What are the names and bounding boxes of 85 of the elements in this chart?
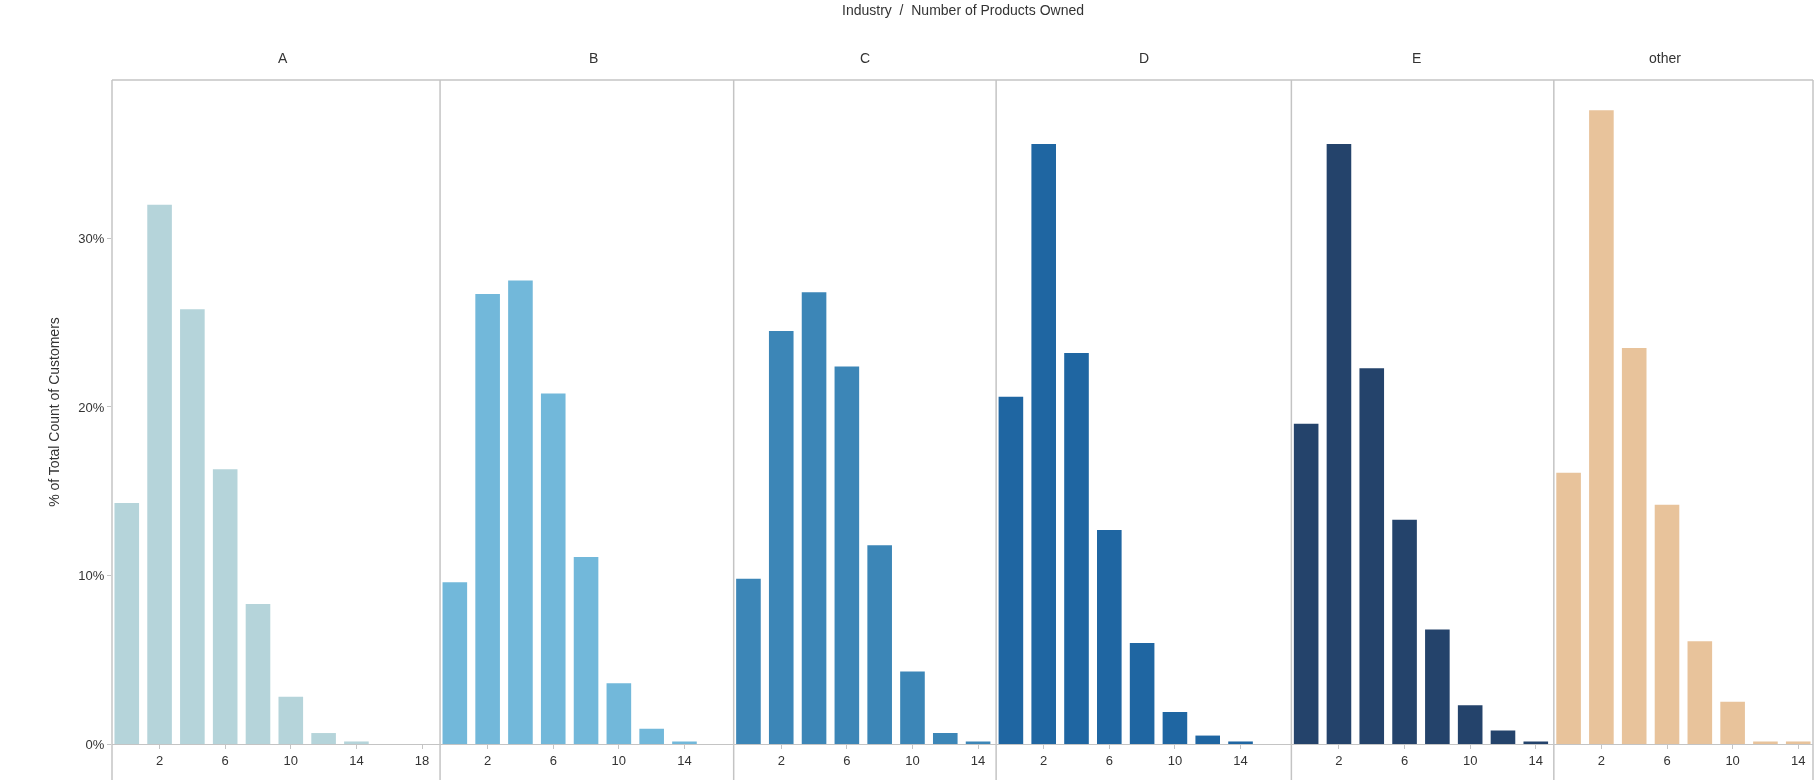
bar (1556, 472, 1581, 744)
bar (1064, 353, 1089, 744)
x-tick-label: 2 (1335, 752, 1343, 768)
x-tick-label: 10 (611, 752, 627, 768)
bar (801, 292, 827, 744)
x-tick-label: 2 (777, 752, 785, 768)
x-tick-label: 6 (1400, 752, 1409, 768)
bar (1523, 741, 1549, 744)
bar (1687, 641, 1713, 744)
y-tick-label: 10% (78, 568, 105, 584)
bar (147, 204, 172, 744)
chart-title: B (589, 50, 599, 66)
x-tick-label: 10 (1725, 752, 1740, 768)
bar (1457, 705, 1483, 744)
bar (1785, 741, 1811, 744)
chart-title: E (1412, 50, 1422, 66)
x-tick-label: 6 (843, 752, 851, 768)
x-tick-label: 14 (970, 752, 986, 768)
bar (768, 331, 794, 744)
bar (1490, 730, 1516, 744)
bar (212, 469, 238, 744)
bar (508, 280, 533, 744)
bar (1162, 711, 1188, 744)
y-tick-label: 20% (78, 399, 105, 415)
bar (1031, 144, 1056, 744)
y-tick-label: 0% (85, 736, 105, 752)
x-tick-label: 14 (677, 752, 692, 768)
bar (900, 671, 925, 744)
bar (998, 396, 1024, 744)
bar (1326, 144, 1352, 744)
x-tick-label: 6 (221, 752, 229, 768)
x-tick-label: 14 (349, 752, 364, 768)
x-tick-label: 2 (155, 752, 164, 768)
bar (1621, 347, 1647, 744)
bar (114, 503, 140, 744)
bar (606, 683, 632, 744)
bar (278, 696, 304, 744)
bar (1392, 519, 1417, 744)
bar (1097, 529, 1122, 744)
bar (311, 733, 336, 744)
x-tick-label: 14 (1791, 752, 1806, 768)
bar (442, 582, 468, 744)
x-tick-label: 14 (1233, 752, 1248, 768)
bar (867, 545, 892, 744)
bar (475, 294, 500, 744)
bar (1293, 423, 1319, 744)
x-tick-label: 10 (905, 752, 920, 768)
bar (180, 309, 205, 744)
bar (1228, 741, 1253, 744)
x-tick-label: 2 (1040, 752, 1048, 768)
bar (245, 604, 271, 744)
chart-title: C (860, 50, 871, 66)
bar (1195, 735, 1221, 744)
x-tick-label: 2 (1597, 752, 1606, 768)
text: Industry / Number of Products Owned (842, 2, 1084, 18)
bar (965, 741, 991, 744)
bar (1589, 110, 1614, 744)
bar (540, 393, 566, 744)
bar (1359, 368, 1385, 744)
x-tick-label: 2 (484, 752, 492, 768)
bar (834, 366, 860, 744)
bar (672, 741, 697, 744)
bar (932, 733, 958, 744)
chart-title: D (1139, 50, 1150, 66)
bar (573, 556, 599, 744)
x-tick-label: 10 (1167, 752, 1183, 768)
bar (1425, 629, 1450, 744)
x-tick-label: 6 (549, 752, 557, 768)
bar (1654, 504, 1680, 744)
x-tick-label: 6 (1105, 752, 1113, 768)
bar (1129, 642, 1155, 744)
x-tick-label: 18 (414, 752, 430, 768)
y-axis-title: % of Total Count of Customers (45, 317, 62, 507)
bar (1720, 701, 1745, 744)
x-tick-label: 6 (1663, 752, 1671, 768)
chart-title: other (1649, 50, 1682, 66)
bar (736, 578, 761, 744)
y-tick-label: 30% (78, 230, 105, 246)
x-tick-label: 10 (1462, 752, 1478, 768)
x-tick-label: 14 (1528, 752, 1544, 768)
bar (639, 728, 664, 744)
chart-title: A (278, 50, 288, 66)
bar (1753, 741, 1778, 744)
bar (344, 741, 369, 744)
x-tick-label: 10 (283, 752, 299, 768)
